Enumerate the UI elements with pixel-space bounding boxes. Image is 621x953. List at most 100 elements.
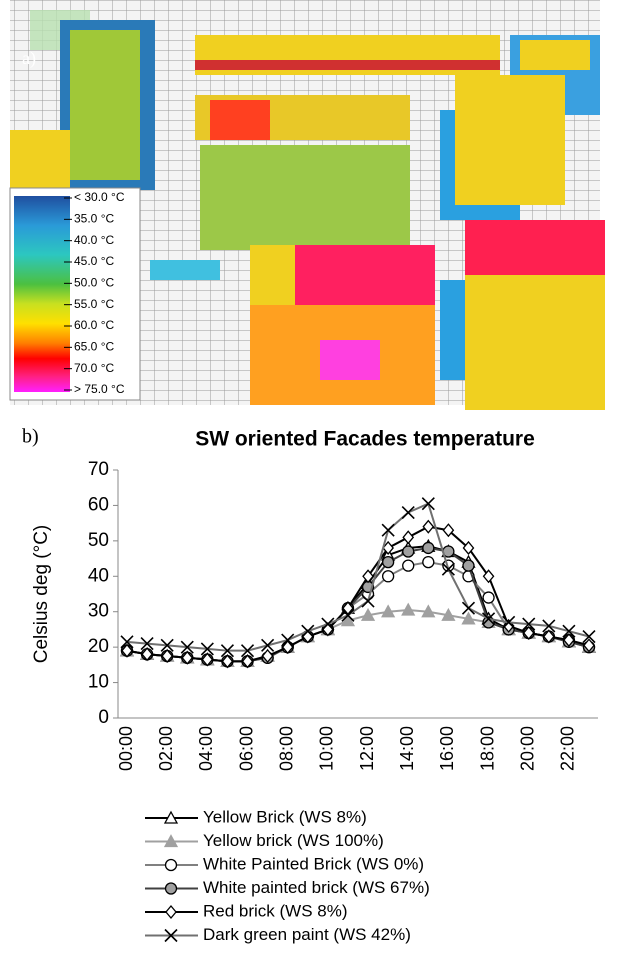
panel-a-render (10, 0, 605, 410)
legend-label: 55.0 °C (74, 297, 114, 311)
legend-label: White Painted Brick (WS 0%) (203, 854, 424, 873)
marker (482, 591, 495, 604)
marker (481, 612, 496, 626)
legend-label: Yellow Brick (WS 8%) (203, 807, 367, 826)
marker (482, 569, 495, 584)
marker (502, 615, 516, 629)
marker (421, 497, 435, 511)
x-tick-label: 16:00 (437, 726, 457, 771)
x-tick-label: 00:00 (116, 726, 136, 771)
series (121, 519, 595, 669)
marker (462, 540, 475, 555)
y-tick-label: 0 (98, 707, 109, 728)
y-tick-label: 30 (88, 601, 109, 622)
marker (261, 638, 275, 652)
series-line (126, 608, 590, 663)
y-tick-label: 60 (88, 494, 109, 515)
legend-label: 35.0 °C (74, 212, 114, 226)
legend-label: 40.0 °C (74, 233, 114, 247)
marker (422, 541, 435, 555)
series-line (126, 502, 590, 652)
legend-label: Yellow brick (WS 100%) (203, 831, 384, 850)
marker (402, 530, 415, 545)
marker (382, 540, 394, 555)
legend-label: Red brick (WS 8%) (203, 901, 348, 920)
series-line (126, 525, 590, 663)
marker (120, 635, 134, 649)
marker (582, 629, 596, 644)
marker (422, 519, 435, 534)
marker (181, 650, 194, 665)
legend-label: < 30.0 °C (74, 190, 125, 204)
marker (241, 654, 254, 669)
series (120, 497, 596, 658)
y-tick-label: 70 (88, 459, 109, 480)
marker (562, 624, 576, 638)
marker (340, 613, 356, 627)
marker (542, 619, 556, 633)
x-tick-label: 22:00 (558, 726, 578, 771)
x-tick-label: 14:00 (397, 726, 417, 771)
x-tick-label: 18:00 (477, 726, 497, 771)
marker (442, 523, 455, 538)
marker (462, 559, 475, 572)
y-tick-label: 10 (88, 672, 109, 693)
marker (220, 644, 235, 658)
marker (281, 640, 294, 655)
x-tick-label: 04:00 (196, 726, 216, 771)
marker (341, 608, 355, 622)
marker (563, 633, 575, 648)
marker (401, 505, 415, 520)
y-tick-label: 20 (88, 636, 109, 657)
marker (161, 648, 174, 664)
marker (301, 624, 315, 638)
y-tick-label: 50 (88, 530, 109, 551)
marker (160, 638, 174, 652)
marker (221, 654, 234, 669)
marker (381, 570, 395, 583)
x-tick-label: 10:00 (317, 726, 337, 771)
series-line (126, 561, 590, 663)
legend-marker (164, 928, 178, 943)
marker (583, 638, 595, 653)
marker (381, 523, 395, 537)
marker (362, 569, 374, 584)
color-legend (9, 187, 141, 401)
legend-label: 45.0 °C (74, 254, 114, 268)
y-tick-label: 40 (88, 565, 109, 586)
marker (441, 607, 456, 621)
legend-label: 60.0 °C (74, 318, 114, 332)
marker (421, 604, 436, 618)
marker (140, 637, 154, 651)
chart-title: SW oriented Facades temperature (195, 428, 535, 451)
marker (402, 559, 415, 572)
legend-marker (164, 858, 178, 872)
marker (422, 555, 435, 569)
series-line (126, 546, 590, 663)
legend-marker (163, 834, 179, 848)
marker (522, 617, 536, 631)
marker (261, 648, 274, 664)
x-tick-label: 06:00 (236, 726, 256, 771)
panel-label: a) (22, 48, 36, 69)
series-line (126, 545, 590, 663)
panel-label: b) (22, 426, 39, 448)
marker (281, 633, 295, 647)
legend-label: 70.0 °C (74, 361, 114, 375)
marker (180, 640, 194, 654)
marker (240, 644, 255, 658)
legend-label: 50.0 °C (74, 276, 114, 290)
x-tick-label: 20:00 (517, 726, 537, 771)
marker (141, 647, 153, 662)
legend-marker (165, 904, 177, 920)
marker (381, 555, 395, 569)
marker (401, 602, 416, 616)
legend-label: White painted brick (WS 67%) (203, 878, 430, 897)
marker (360, 607, 376, 621)
marker (461, 611, 476, 625)
y-axis-label: Celsius deg (°C) (31, 525, 52, 664)
marker (201, 652, 214, 667)
legend-marker (164, 882, 178, 895)
marker (542, 629, 555, 644)
